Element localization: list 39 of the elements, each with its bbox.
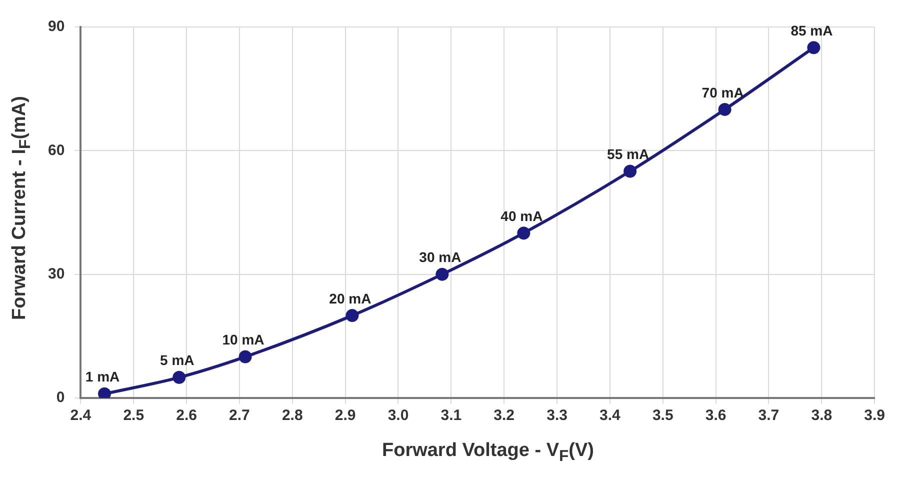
point — [238, 350, 252, 364]
y-tick-label: 90 — [48, 18, 65, 36]
data-label: 70 mA — [702, 84, 744, 100]
x-tick-label: 2.7 — [229, 407, 250, 424]
data-label: 40 mA — [500, 208, 543, 224]
y-tick-label: 0 — [56, 389, 65, 406]
data-label: 5 mA — [160, 352, 194, 368]
point — [346, 309, 359, 322]
x-tick-label: 3.5 — [652, 407, 674, 424]
y-tick-label: 60 — [48, 142, 65, 159]
point — [624, 164, 637, 178]
data-label: 30 mA — [419, 249, 462, 266]
x-tick-label: 3.6 — [705, 407, 726, 424]
x-tick-label: 2.6 — [176, 407, 197, 424]
x-tick-label: 3.8 — [811, 407, 832, 424]
x-tick-label: 3.2 — [494, 407, 515, 424]
data-label: 85 mA — [790, 22, 833, 38]
point — [436, 268, 449, 281]
x-tick-label: 2.9 — [334, 407, 356, 424]
point — [172, 370, 186, 384]
x-tick-label: 3.4 — [600, 407, 622, 424]
data-label: 20 mA — [329, 290, 372, 306]
x-tick-label: 3.9 — [864, 407, 886, 424]
x-axis-title: Forward Voltage - V$_{F}$(V) — [380, 440, 595, 466]
point — [98, 387, 111, 398]
y-tick-label: 30 — [48, 265, 65, 282]
x-tick-label: 3.0 — [388, 407, 409, 424]
x-tick-label: 3.7 — [758, 407, 780, 424]
data-label: 55 mA — [607, 146, 650, 162]
x-tick-label: 2.4 — [70, 407, 92, 424]
point — [718, 102, 732, 116]
point — [517, 226, 530, 240]
point — [807, 41, 820, 54]
data-label: 1 mA — [85, 368, 120, 385]
x-tick-label: 2.5 — [123, 407, 144, 424]
x-tick-label: 2.8 — [282, 407, 303, 424]
x-tick-label: 3.3 — [546, 407, 568, 424]
x-tick-label: 3.1 — [440, 407, 462, 424]
data-label: 10 mA — [222, 332, 264, 348]
